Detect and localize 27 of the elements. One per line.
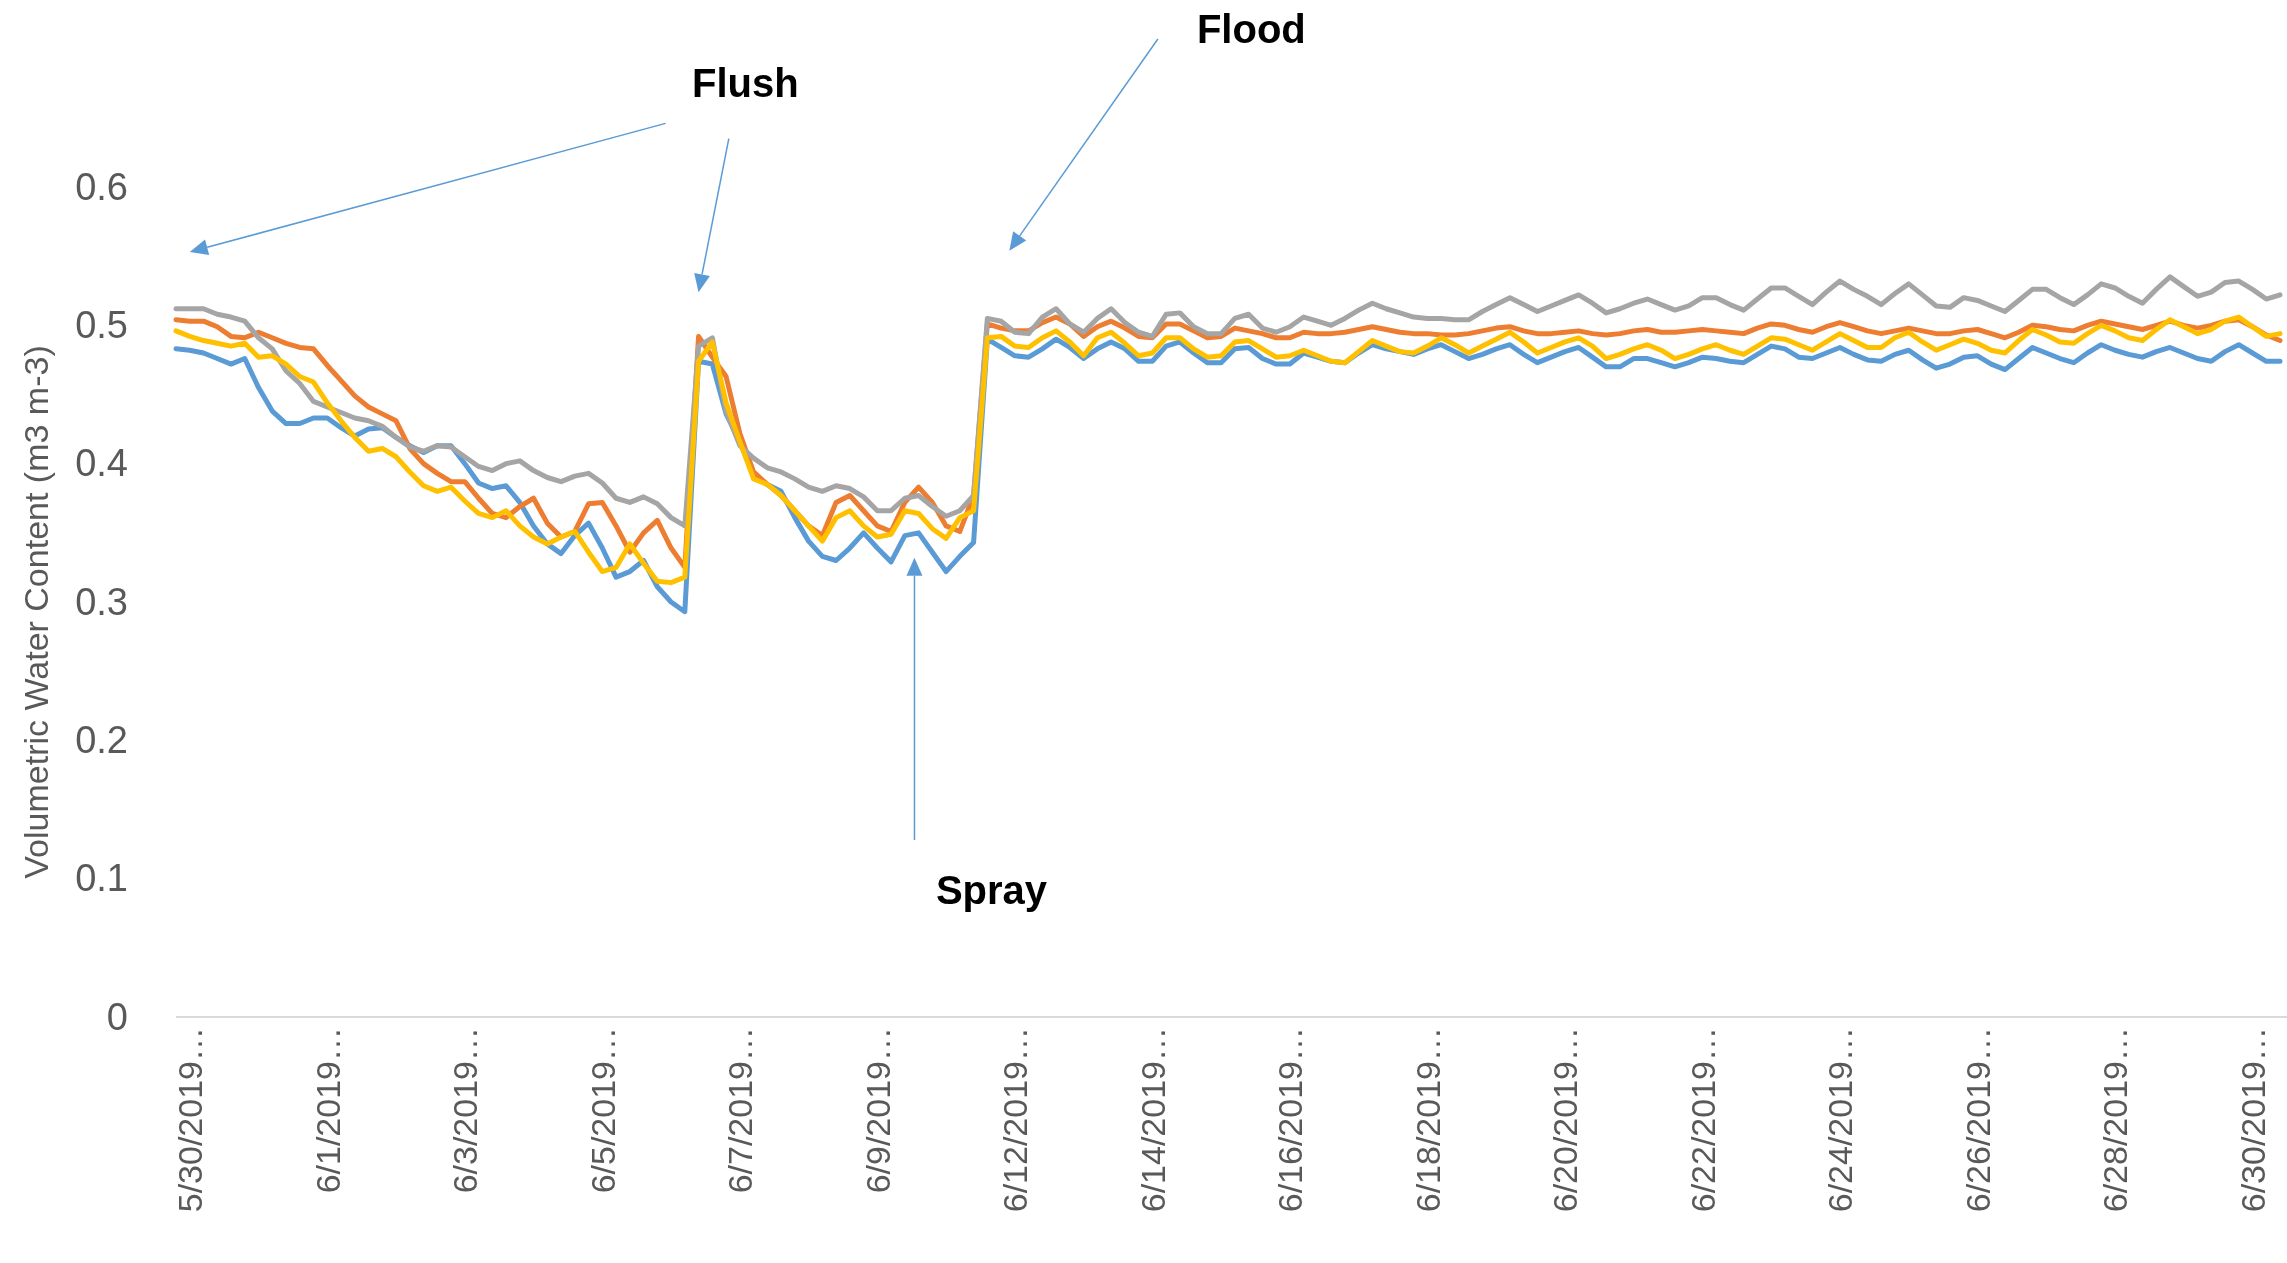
x-tick-label: 6/14/2019… [1133, 1027, 1172, 1213]
text: Flush [691, 61, 799, 106]
x-tick-label: 6/30/2019… [2233, 1027, 2272, 1213]
x-tick-label: 6/12/2019… [996, 1027, 1035, 1213]
y-tick-label: 0.3 [75, 580, 128, 623]
x-tick-label: 5/30/2019… [171, 1027, 210, 1213]
x-tick-label: 6/3/2019… [446, 1027, 485, 1194]
annotation: Spray [935, 867, 1048, 912]
y-axis-title: Volumetric Water Content (m3 m-3) [17, 345, 55, 879]
x-tick-label: 6/26/2019… [1958, 1027, 1997, 1213]
x-tick-label: 6/28/2019… [2096, 1027, 2135, 1213]
x-tick-label: 6/5/2019… [583, 1027, 622, 1194]
y-tick-label: 0 [106, 995, 128, 1038]
y-tick-label: 0.4 [75, 442, 128, 485]
x-tick-label: 6/22/2019… [1683, 1027, 1722, 1213]
x-tick-label: 6/20/2019… [1546, 1027, 1585, 1213]
x-tick-label: 6/9/2019… [858, 1027, 897, 1194]
y-tick-label: 0.6 [75, 165, 128, 208]
x-tick-label: 6/16/2019… [1271, 1027, 1310, 1213]
x-tick-label: 6/24/2019… [1821, 1027, 1860, 1213]
y-tick-label: 0.5 [75, 303, 128, 346]
y-tick-label: 0.1 [75, 857, 128, 900]
x-tick-label: 6/18/2019… [1408, 1027, 1447, 1213]
text: Flood [1196, 7, 1306, 52]
x-tick-label: 6/7/2019… [721, 1027, 760, 1194]
x-tick-label: 6/1/2019… [308, 1027, 347, 1194]
y-tick-label: 0.2 [75, 718, 128, 761]
